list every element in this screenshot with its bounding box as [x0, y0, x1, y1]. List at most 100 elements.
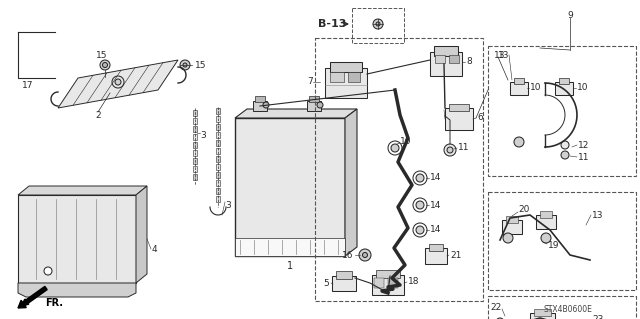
Polygon shape — [18, 283, 136, 297]
Text: 4: 4 — [152, 244, 157, 254]
Circle shape — [362, 253, 367, 257]
Bar — [216, 116, 220, 122]
Circle shape — [376, 22, 380, 26]
Text: 21: 21 — [450, 250, 461, 259]
Circle shape — [413, 171, 427, 185]
Polygon shape — [136, 186, 147, 283]
Bar — [332, 276, 356, 291]
Text: 15: 15 — [195, 61, 207, 70]
Circle shape — [413, 223, 427, 237]
Bar — [530, 313, 555, 319]
Bar — [325, 68, 367, 98]
Bar — [536, 215, 556, 229]
Circle shape — [416, 226, 424, 234]
Circle shape — [44, 267, 52, 275]
Text: 13: 13 — [592, 211, 604, 219]
Text: B-13: B-13 — [318, 19, 346, 29]
Text: 17: 17 — [22, 80, 33, 90]
Circle shape — [115, 79, 121, 85]
Circle shape — [388, 141, 402, 155]
Circle shape — [180, 60, 190, 70]
Bar — [193, 110, 197, 116]
Bar — [216, 180, 220, 186]
Text: FR.: FR. — [45, 298, 63, 308]
Text: 15: 15 — [96, 50, 108, 60]
Circle shape — [183, 63, 187, 67]
Bar — [216, 132, 220, 138]
Text: 1: 1 — [287, 261, 293, 271]
Bar — [216, 156, 220, 162]
Polygon shape — [235, 109, 357, 118]
Polygon shape — [58, 60, 178, 108]
Text: STX4B0600E: STX4B0600E — [543, 306, 592, 315]
Polygon shape — [345, 109, 357, 256]
Bar — [216, 188, 220, 194]
Bar — [235, 118, 345, 256]
Circle shape — [359, 249, 371, 261]
Bar — [434, 46, 458, 56]
Text: 11: 11 — [578, 153, 589, 162]
Text: 22: 22 — [491, 303, 502, 313]
Text: 16: 16 — [342, 250, 353, 259]
Text: 14: 14 — [430, 174, 442, 182]
Bar — [307, 101, 321, 111]
Bar — [330, 72, 344, 82]
Text: 13: 13 — [498, 50, 509, 60]
Bar — [193, 166, 197, 172]
Bar — [216, 108, 220, 114]
Bar — [502, 220, 522, 234]
Bar — [18, 195, 136, 283]
Bar — [253, 101, 267, 111]
Bar — [193, 126, 197, 132]
Circle shape — [413, 198, 427, 212]
Bar — [193, 174, 197, 180]
Bar — [216, 172, 220, 178]
Bar — [216, 196, 220, 202]
Bar — [435, 55, 445, 63]
Text: 12: 12 — [578, 140, 589, 150]
Text: 6: 6 — [477, 114, 483, 122]
Bar — [540, 211, 552, 218]
Bar — [559, 78, 569, 84]
Circle shape — [317, 102, 323, 108]
Text: 13: 13 — [494, 50, 506, 60]
Bar — [255, 96, 265, 102]
Circle shape — [102, 63, 108, 68]
Bar — [429, 244, 443, 251]
Circle shape — [373, 19, 383, 29]
Text: 19: 19 — [548, 241, 559, 249]
Circle shape — [447, 147, 453, 153]
Bar — [348, 72, 360, 82]
Bar — [445, 108, 473, 130]
Bar — [488, 296, 636, 319]
Bar — [449, 55, 459, 63]
Text: 11: 11 — [458, 144, 470, 152]
Text: 2: 2 — [95, 110, 100, 120]
Text: 3: 3 — [225, 201, 231, 210]
Text: 5: 5 — [323, 278, 329, 287]
Bar — [376, 270, 400, 278]
Bar — [235, 238, 345, 256]
Text: 10: 10 — [577, 84, 589, 93]
Bar — [488, 192, 636, 290]
Bar — [488, 46, 636, 176]
Bar — [193, 150, 197, 156]
Text: 14: 14 — [430, 226, 442, 234]
Text: 9: 9 — [567, 11, 573, 20]
Circle shape — [514, 137, 524, 147]
Bar — [216, 164, 220, 170]
Bar — [449, 104, 469, 111]
Circle shape — [561, 151, 569, 159]
Bar — [216, 124, 220, 130]
Circle shape — [100, 60, 110, 70]
Text: 14: 14 — [430, 201, 442, 210]
Bar — [555, 82, 573, 95]
Text: 23: 23 — [592, 315, 604, 319]
Bar — [425, 248, 447, 264]
Bar — [309, 96, 319, 102]
Bar — [336, 271, 352, 279]
Circle shape — [561, 141, 569, 149]
Circle shape — [541, 233, 551, 243]
Bar — [216, 148, 220, 154]
Circle shape — [503, 233, 513, 243]
